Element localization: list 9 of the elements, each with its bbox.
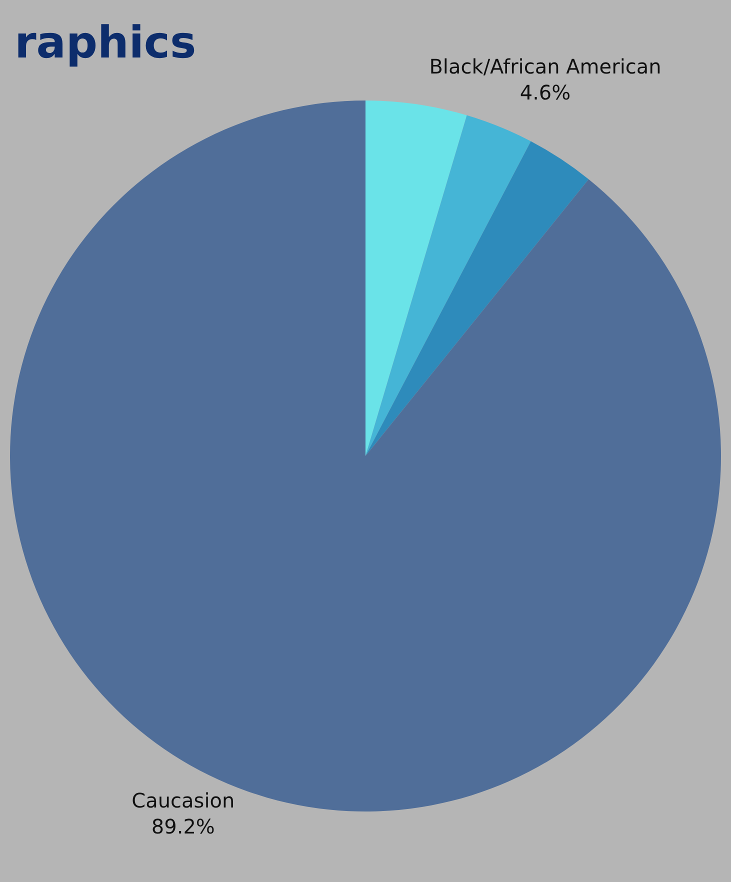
pie-slice bbox=[10, 100, 721, 812]
data-label: 89.2% bbox=[151, 814, 215, 838]
chart-title: raphics bbox=[14, 17, 196, 68]
data-label: 4.6% bbox=[520, 80, 571, 105]
slice-label: Black/African American bbox=[429, 54, 662, 79]
pie-slice bbox=[366, 100, 467, 456]
slice-label: Caucasion bbox=[132, 788, 235, 812]
pie-slice bbox=[366, 141, 589, 456]
pie-slice bbox=[366, 115, 531, 456]
